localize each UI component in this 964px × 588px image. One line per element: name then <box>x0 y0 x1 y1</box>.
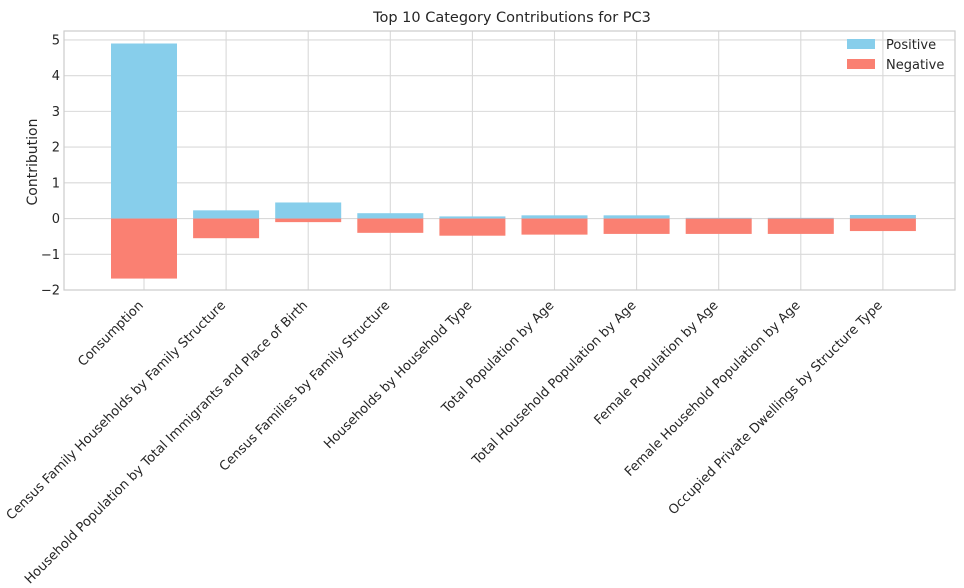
axes <box>63 30 956 291</box>
chart-title: Top 10 Category Contributions for PC3 <box>372 10 651 26</box>
positive-bar <box>275 202 342 219</box>
y-axis-label: Contribution <box>25 119 41 206</box>
positive-bar <box>193 210 260 219</box>
positive-bar <box>521 215 588 219</box>
positive-bar <box>685 217 752 219</box>
positive-bar <box>603 215 670 219</box>
y-tick-label: 0 <box>52 212 60 227</box>
legend-swatch-negative <box>847 59 875 69</box>
negative-bar <box>603 218 670 234</box>
y-tick-label: 3 <box>52 105 60 120</box>
plot-frame <box>63 30 956 291</box>
positive-bar <box>767 217 834 219</box>
positive-bar <box>439 216 506 219</box>
x-tick-label: Consumption <box>75 298 146 369</box>
negative-bar <box>685 218 752 234</box>
positive-bar <box>849 214 916 219</box>
y-axis-ticks: −2 −1 0 1 2 3 4 5 <box>41 33 60 298</box>
legend-label-negative: Negative <box>886 58 944 73</box>
y-tick-label: 5 <box>52 33 60 48</box>
x-tick-label: Household Population by Total Immigrants… <box>22 298 311 584</box>
y-tick-label: 4 <box>52 69 60 84</box>
legend-swatch-positive <box>847 39 875 49</box>
negative-bar <box>521 218 588 235</box>
bars <box>111 43 916 279</box>
y-tick-label: 1 <box>52 176 60 191</box>
x-tick-label: Households by Household Type <box>321 298 475 452</box>
x-tick-label: Total Household Population by Age <box>469 298 639 468</box>
negative-bar <box>357 218 424 233</box>
positive-bar <box>111 43 177 219</box>
y-tick-label: 2 <box>52 141 60 156</box>
legend-label-positive: Positive <box>886 38 936 53</box>
x-tick-label: Census Families by Family Structure <box>217 298 393 474</box>
grid-lines <box>64 31 955 291</box>
y-tick-label: −2 <box>41 284 60 299</box>
negative-bar <box>193 218 260 239</box>
negative-bar <box>275 218 342 223</box>
positive-bar <box>357 213 424 219</box>
y-tick-label: −1 <box>41 248 60 263</box>
negative-bar <box>767 218 834 234</box>
x-tick-label: Female Household Population by Age <box>622 298 804 480</box>
negative-bar <box>111 218 177 279</box>
negative-bar <box>849 218 916 232</box>
negative-bar <box>439 218 506 236</box>
legend: Positive Negative <box>847 38 944 73</box>
